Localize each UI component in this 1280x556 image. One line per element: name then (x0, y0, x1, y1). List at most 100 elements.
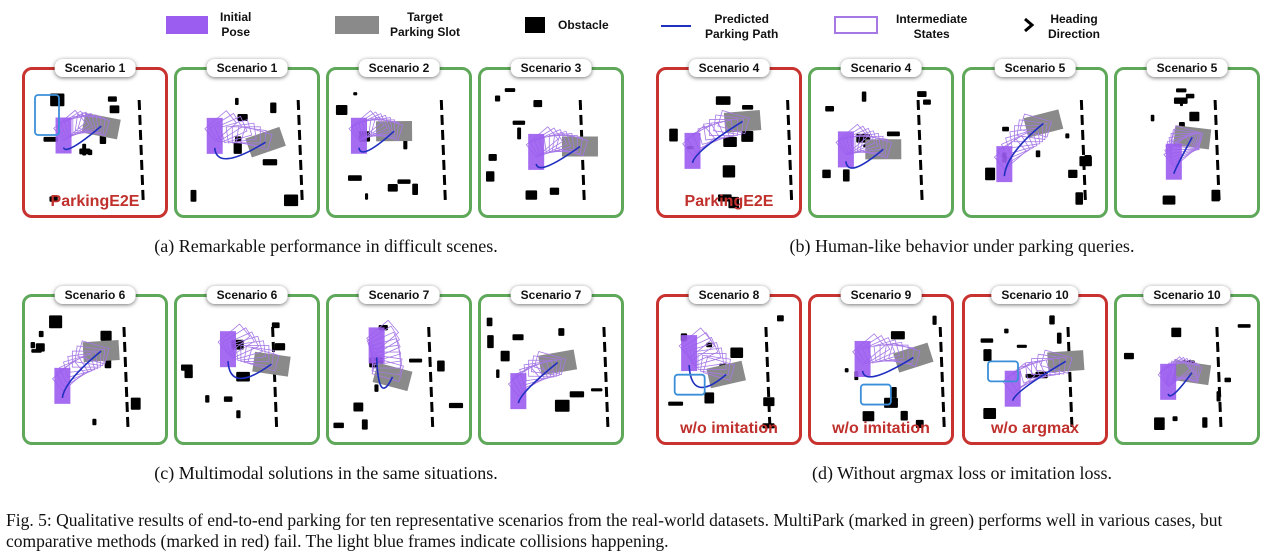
scenario-map (1150, 88, 1221, 205)
target-parking-slot (1173, 125, 1212, 150)
intermediate-state (1035, 353, 1067, 375)
obstacle (1002, 126, 1009, 132)
intermediate-state (225, 122, 257, 144)
obstacle (512, 120, 526, 125)
obstacle (100, 330, 112, 341)
obstacle (270, 102, 277, 114)
scenario-map (1123, 324, 1251, 431)
scenario-panel (1114, 67, 1260, 218)
obstacle (1075, 192, 1084, 205)
obstacle (271, 322, 280, 329)
initial-pose (350, 117, 367, 154)
obstacle (235, 97, 239, 106)
subcaption-c: (c) Multimodal solutions in the same sit… (154, 463, 498, 483)
obstacle (891, 387, 897, 398)
scenario-title: Scenario 7 (358, 286, 440, 304)
scenario-title: Scenario 1 (54, 59, 136, 77)
obstacle (38, 330, 44, 338)
intermediate-state (67, 352, 99, 373)
obstacle (590, 388, 603, 392)
wall (122, 326, 130, 428)
wall (916, 99, 924, 201)
scenario-title: Scenario 9 (840, 286, 922, 304)
intermediate-state (697, 353, 727, 370)
wall (1213, 99, 1221, 201)
scenario-title: Scenario 7 (510, 286, 592, 304)
obstacle (1016, 344, 1027, 348)
obstacle (49, 315, 63, 329)
intermediate-state (72, 116, 102, 134)
scenario-title: Scenario 3 (510, 59, 592, 77)
obstacle (361, 419, 368, 430)
obstacle (184, 369, 193, 379)
obstacle (525, 190, 538, 200)
wall (786, 99, 794, 201)
obstacle (1179, 98, 1183, 107)
obstacle (825, 105, 835, 112)
scenario-title: Scenario 4 (840, 59, 922, 77)
initial-pose (1165, 143, 1182, 180)
intermediate-state (1016, 119, 1048, 140)
scenario-map (985, 99, 1092, 205)
obstacle (917, 91, 927, 97)
method-label: ParkingE2E (684, 193, 774, 210)
obstacle (92, 418, 97, 426)
legend-intermediate-states: Intermediate States (830, 6, 990, 46)
scenario-map (486, 88, 598, 201)
intermediate-state (717, 110, 750, 135)
intermediate-state (555, 132, 588, 157)
obstacle (900, 410, 908, 421)
obstacle (181, 364, 193, 371)
obstacle (1150, 114, 1155, 122)
initial-pose (528, 133, 545, 170)
obstacle (387, 183, 398, 192)
obstacle (109, 105, 120, 114)
intermediate-state (552, 133, 583, 155)
obstacle (722, 165, 736, 178)
obstacle (1154, 417, 1165, 431)
intermediate-state (240, 126, 273, 151)
obstacle (274, 343, 286, 351)
scenario-title: Scenario 10 (991, 286, 1079, 304)
collision-frame (987, 360, 1019, 383)
obstacle (844, 368, 849, 373)
obstacle (35, 343, 45, 352)
scenario-title: Scenario 5 (1146, 59, 1228, 77)
scenario-map (190, 97, 304, 207)
legend-heading-direction: Heading Direction (1018, 6, 1138, 46)
scenario-map (668, 315, 784, 429)
obstacle (723, 136, 737, 148)
scenario-panel (478, 294, 624, 445)
subcaption-d: (d) Without argmax loss or imitation los… (811, 463, 1113, 483)
method-label: w/o imitation (680, 420, 778, 437)
scenario-title: Scenario 4 (688, 59, 770, 77)
intermediate-state (883, 343, 915, 365)
obstacle (1049, 315, 1055, 325)
obstacle (43, 136, 58, 142)
predicted-path (1003, 122, 1044, 177)
predicted-path (1011, 360, 1067, 402)
figure-caption: Fig. 5: Qualitative results of end-to-en… (6, 510, 1223, 551)
initial-pose (854, 340, 871, 377)
obstacle (49, 196, 58, 202)
intermediate-state (74, 114, 106, 135)
obstacle (730, 347, 744, 358)
obstacle (448, 402, 464, 409)
obstacle (107, 96, 117, 102)
obstacle (1056, 332, 1062, 344)
obstacle (1202, 417, 1208, 428)
obstacle (715, 96, 731, 105)
intermediate-state (1009, 127, 1041, 149)
wall (137, 99, 145, 201)
wall (296, 99, 304, 201)
initial-pose (206, 117, 223, 154)
obstacle (262, 159, 278, 166)
obstacle (374, 384, 379, 392)
legend-label: Intermediate States (896, 12, 968, 41)
subcaption-b: (b) Human-like behavior under parking qu… (789, 236, 1135, 256)
predicted-path (535, 145, 581, 169)
scenario-title: Scenario 10 (1143, 286, 1231, 304)
obstacle (333, 422, 344, 429)
wall (938, 326, 946, 428)
obstacle (980, 338, 994, 343)
